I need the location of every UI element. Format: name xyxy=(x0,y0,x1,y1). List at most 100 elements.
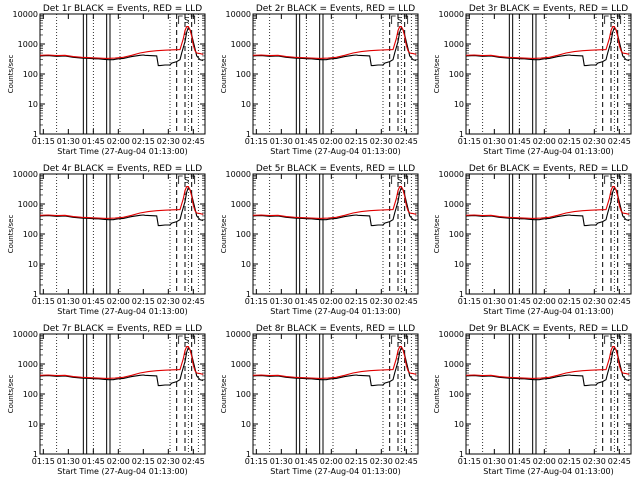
x-tick-label: 02:00 xyxy=(533,457,556,466)
annotation-bracket xyxy=(190,175,196,184)
x-axis-label: Start Time (27-Aug-04 01:13:00) xyxy=(483,307,614,316)
annotation-bracket xyxy=(190,15,196,24)
x-tick-label: 01:45 xyxy=(295,297,318,306)
y-tick-label: 10 xyxy=(241,100,251,109)
x-tick-label: 02:15 xyxy=(558,457,581,466)
x-tick-label: 02:45 xyxy=(395,457,418,466)
y-tick-label: 1000 xyxy=(231,40,251,49)
y-tick-label: 1000 xyxy=(444,40,464,49)
chart-title: Det 9r BLACK = Events, RED = LLD xyxy=(469,324,628,334)
chart-panel-3: Det 3r BLACK = Events, RED = LLD 1 10 100 10… xyxy=(433,4,632,156)
x-tick-label: 02:45 xyxy=(608,137,631,146)
annotation-bracket xyxy=(178,175,183,184)
y-tick-label: 1 xyxy=(246,450,251,459)
annotation-label: S xyxy=(184,336,189,345)
annotation-label: S xyxy=(184,16,189,25)
x-tick-label: 01:15 xyxy=(245,457,268,466)
y-tick-label: 100 xyxy=(236,390,251,399)
y-tick-label: 1000 xyxy=(231,360,251,369)
annotation-label: S xyxy=(397,336,402,345)
x-tick-label: 02:45 xyxy=(608,457,631,466)
x-tick-label: 01:15 xyxy=(458,297,481,306)
annotation-bracket xyxy=(403,15,409,24)
annotation-bracket xyxy=(391,175,396,184)
x-tick-label: 01:15 xyxy=(32,137,55,146)
x-tick-label: 02:00 xyxy=(107,137,130,146)
x-tick-label: 01:45 xyxy=(295,457,318,466)
chart-panel-9: Det 9r BLACK = Events, RED = LLD 1 10 100 10… xyxy=(433,324,632,476)
series-line-lld xyxy=(252,346,417,379)
series-line-events xyxy=(39,346,204,387)
annotation-bracket xyxy=(616,15,622,24)
x-tick-label: 01:30 xyxy=(483,137,506,146)
y-tick-label: 1 xyxy=(246,130,251,139)
x-tick-label: 02:00 xyxy=(320,297,343,306)
chart-title: Det 1r BLACK = Events, RED = LLD xyxy=(43,4,202,14)
y-tick-label: 1000 xyxy=(18,40,38,49)
x-tick-label: 02:30 xyxy=(583,457,606,466)
x-tick-label: 01:30 xyxy=(270,457,293,466)
y-tick-label: 100 xyxy=(23,230,38,239)
y-tick-label: 100 xyxy=(236,70,251,79)
chart-panel-2: Det 2r BLACK = Events, RED = LLD 1 10 100 10… xyxy=(220,4,419,156)
chart-title: Det 5r BLACK = Events, RED = LLD xyxy=(256,164,415,174)
x-tick-label: 02:15 xyxy=(132,297,155,306)
y-tick-label: 10000 xyxy=(226,330,251,339)
x-tick-label: 02:30 xyxy=(370,137,393,146)
annotation-bracket xyxy=(391,335,396,344)
y-tick-label: 1000 xyxy=(231,200,251,209)
x-axis-label: Start Time (27-Aug-04 01:13:00) xyxy=(270,467,401,476)
plot-frame xyxy=(252,13,419,135)
x-tick-label: 02:45 xyxy=(182,137,205,146)
y-tick-label: 100 xyxy=(449,230,464,239)
x-tick-label: 01:45 xyxy=(82,137,105,146)
y-tick-label: 1 xyxy=(246,290,251,299)
y-tick-label: 1 xyxy=(33,450,38,459)
annotation-bracket xyxy=(604,175,609,184)
annotation-label: S xyxy=(397,176,402,185)
annotation-label: S xyxy=(610,16,615,25)
series-line-events xyxy=(465,186,630,227)
x-tick-label: 01:15 xyxy=(245,297,268,306)
chart-panel-1: Det 1r BLACK = Events, RED = LLD 1 10 100 10… xyxy=(7,4,206,156)
y-tick-label: 1 xyxy=(459,450,464,459)
chart-title: Det 8r BLACK = Events, RED = LLD xyxy=(256,324,415,334)
series-line-lld xyxy=(39,346,204,379)
x-tick-label: 01:15 xyxy=(245,137,268,146)
chart-panel-8: Det 8r BLACK = Events, RED = LLD 1 10 100 10… xyxy=(220,324,419,476)
x-tick-label: 01:30 xyxy=(483,297,506,306)
plot-frame xyxy=(252,173,419,295)
series-line-events xyxy=(252,26,417,67)
annotation-bracket xyxy=(178,335,183,344)
y-tick-label: 10000 xyxy=(13,170,38,179)
x-axis-label: Start Time (27-Aug-04 01:13:00) xyxy=(57,147,188,156)
x-tick-label: 02:30 xyxy=(583,297,606,306)
y-tick-label: 1 xyxy=(459,130,464,139)
series-line-events xyxy=(465,346,630,387)
plot-frame xyxy=(465,333,632,455)
x-tick-label: 01:30 xyxy=(57,457,80,466)
annotation-bracket xyxy=(190,335,196,344)
y-tick-label: 100 xyxy=(236,230,251,239)
annotation-bracket xyxy=(616,335,622,344)
chart-title: Det 6r BLACK = Events, RED = LLD xyxy=(469,164,628,174)
chart-title: Det 7r BLACK = Events, RED = LLD xyxy=(43,324,202,334)
annotation-label: S xyxy=(610,336,615,345)
annotation-label: S xyxy=(397,16,402,25)
x-tick-label: 02:30 xyxy=(370,457,393,466)
x-tick-label: 02:15 xyxy=(345,297,368,306)
x-axis-label: Start Time (27-Aug-04 01:13:00) xyxy=(270,307,401,316)
y-tick-label: 10000 xyxy=(226,170,251,179)
series-line-lld xyxy=(39,26,204,59)
chart-panel-4: Det 4r BLACK = Events, RED = LLD 1 10 100 10… xyxy=(7,164,206,316)
x-tick-label: 01:45 xyxy=(82,297,105,306)
x-tick-label: 02:00 xyxy=(107,297,130,306)
x-axis-label: Start Time (27-Aug-04 01:13:00) xyxy=(57,307,188,316)
x-tick-label: 02:30 xyxy=(157,297,180,306)
x-tick-label: 01:15 xyxy=(458,137,481,146)
y-axis-label: Counts/sec xyxy=(7,55,15,94)
y-tick-label: 10 xyxy=(28,100,38,109)
y-axis-label: Counts/sec xyxy=(433,375,441,414)
x-tick-label: 02:45 xyxy=(608,297,631,306)
